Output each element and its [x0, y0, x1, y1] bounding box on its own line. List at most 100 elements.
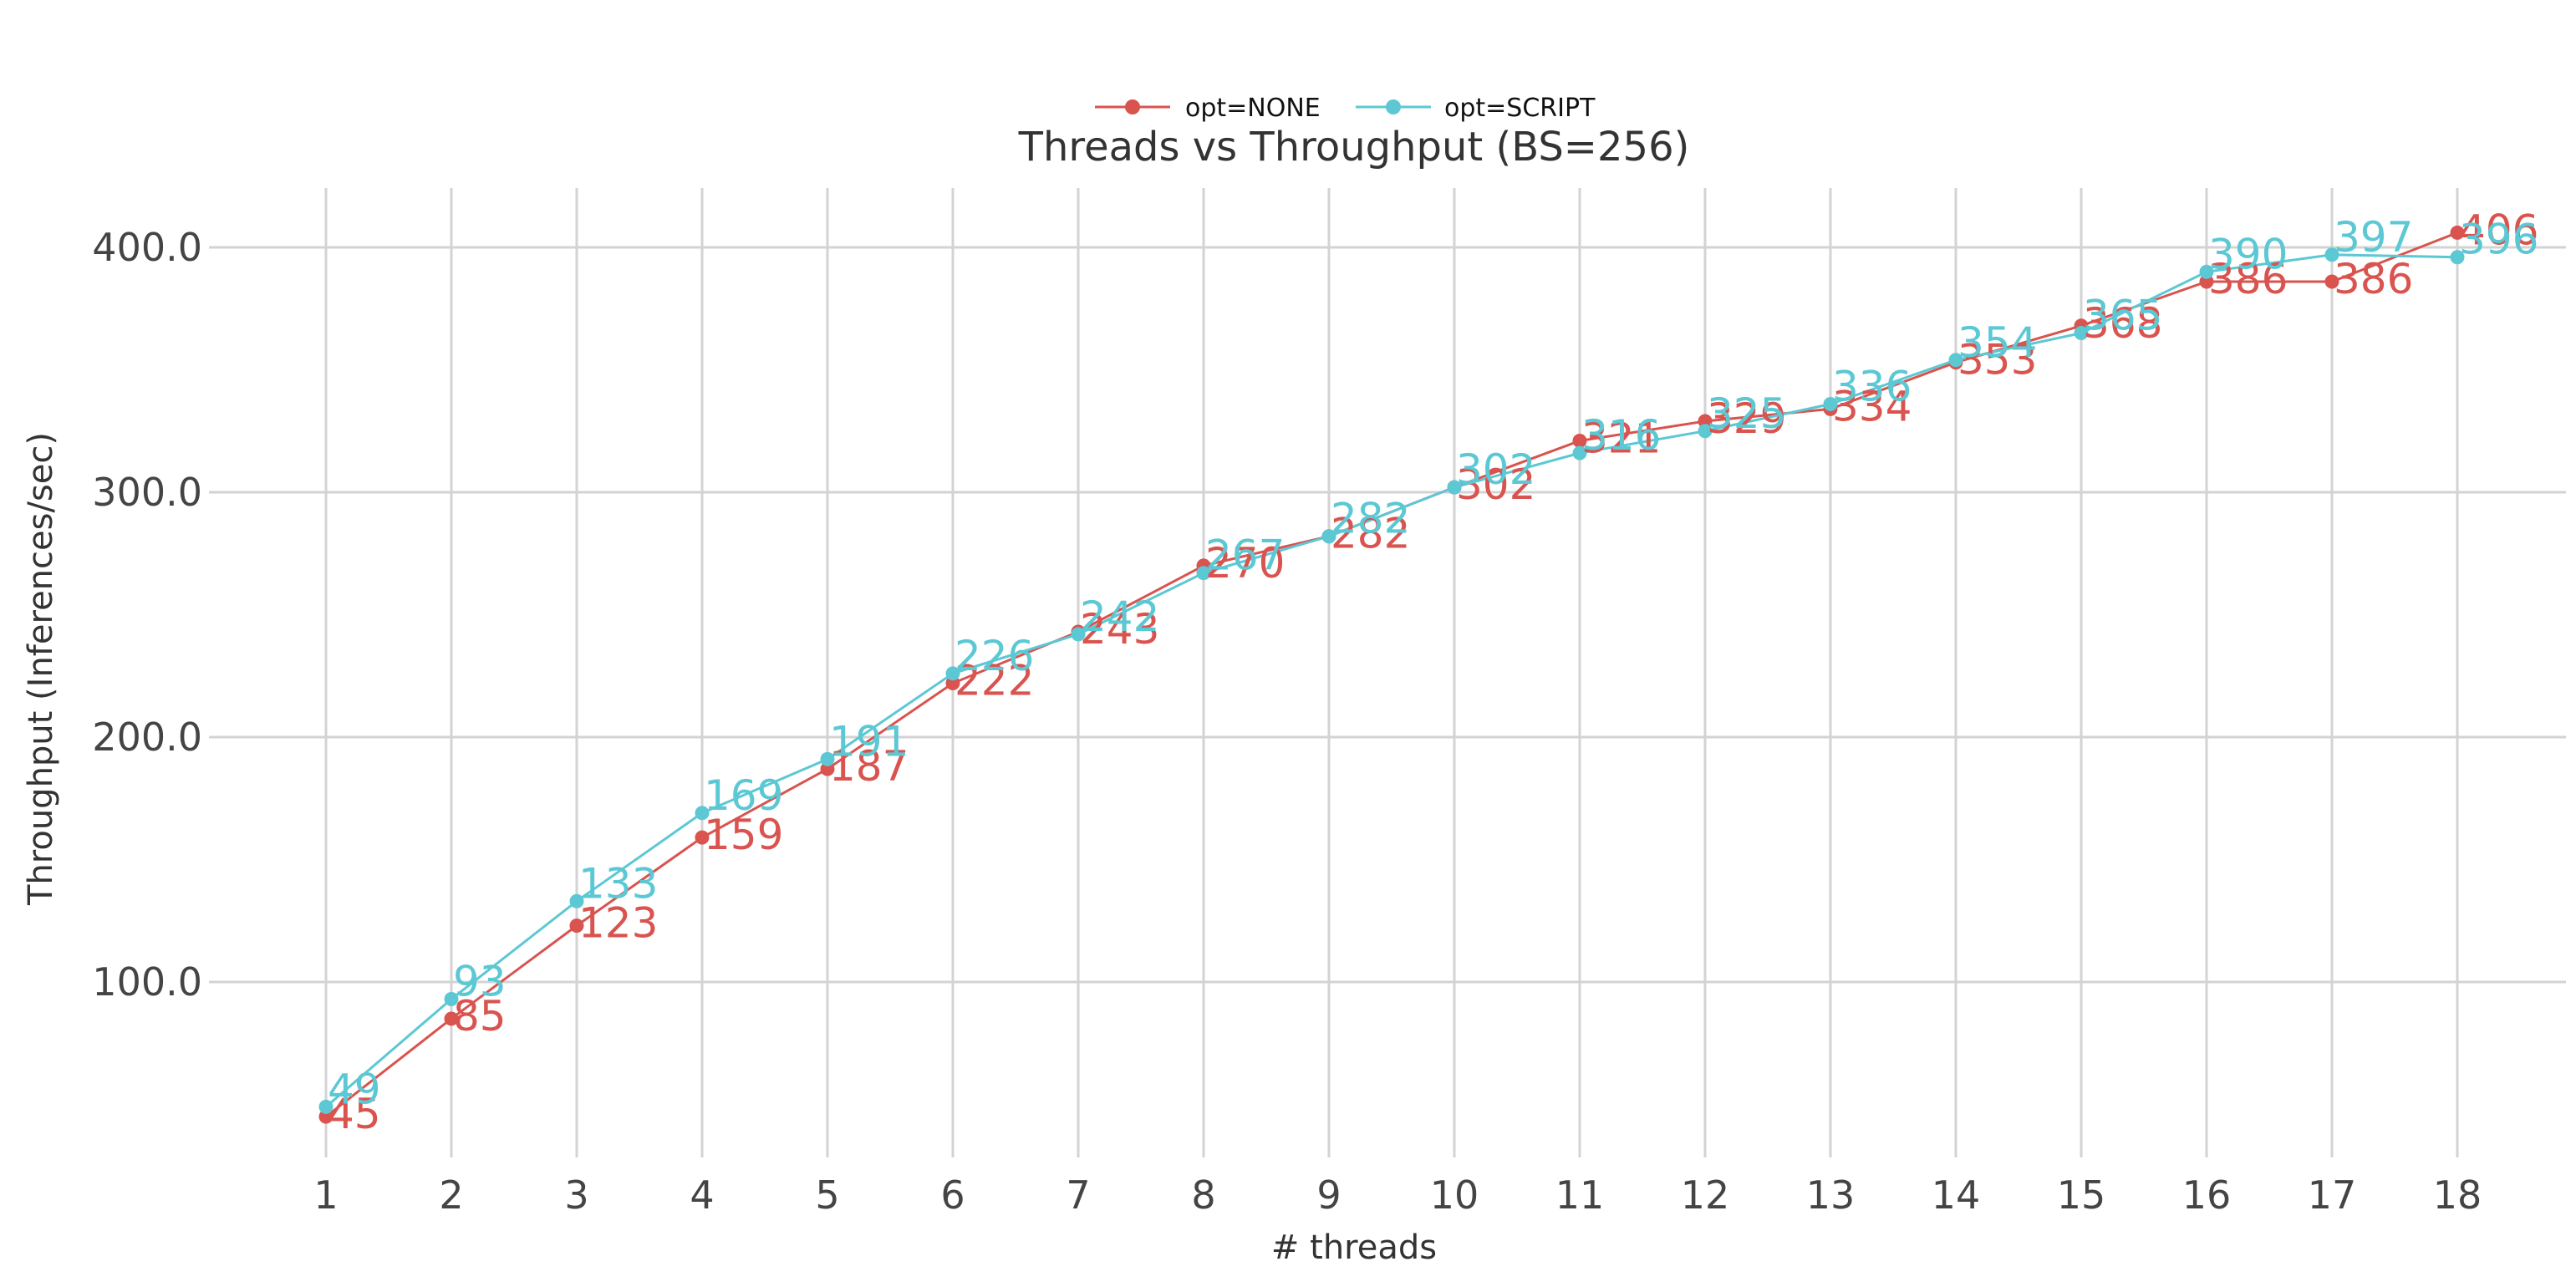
data-label-opt-script: 365 — [2083, 292, 2162, 340]
data-point-opt-none — [695, 830, 710, 845]
data-label-opt-script: 133 — [578, 859, 658, 908]
data-label-opt-script: 191 — [829, 717, 909, 766]
tick-labels: 1 2 3 4 5 6 7 8 9 10 11 12 13 14 15 16 17 18100.0200.0300… — [92, 225, 2482, 1218]
x-tick-label: 7 — [1066, 1173, 1090, 1218]
data-point-opt-none — [1698, 414, 1713, 429]
data-point-opt-script — [1823, 397, 1838, 412]
data-label-opt-none: 123 — [578, 899, 658, 948]
data-point-opt-script — [318, 1099, 333, 1114]
legend: opt=NONE opt=SCRIPT — [1095, 94, 1596, 123]
data-label-opt-none: 368 — [2083, 299, 2162, 348]
x-tick-label: 8 — [1191, 1173, 1215, 1218]
grid — [209, 188, 2566, 1157]
x-tick-label: 1 — [313, 1173, 338, 1218]
data-label-opt-none: 406 — [2459, 206, 2538, 254]
data-label-opt-none: 321 — [1581, 414, 1661, 462]
data-point-opt-script — [569, 893, 584, 908]
data-point-opt-none — [318, 1109, 333, 1124]
data-point-opt-script — [820, 751, 835, 766]
data-label-opt-none: 353 — [1957, 336, 2037, 384]
data-label-opt-script: 169 — [704, 771, 783, 820]
data-point-opt-none — [2324, 274, 2339, 289]
x-tick-label: 3 — [564, 1173, 588, 1218]
x-tick-label: 2 — [439, 1173, 463, 1218]
data-point-opt-none — [569, 918, 584, 933]
series-line-opt-script — [325, 253, 2458, 1108]
series-line-opt-none — [325, 231, 2458, 1118]
data-point-opt-script — [1071, 627, 1086, 642]
x-tick-label: 14 — [1932, 1173, 1981, 1218]
chart-title: Threads vs Throughput (BS=256) — [1018, 124, 1690, 170]
y-tick-label: 100.0 — [92, 959, 202, 1005]
y-tick-label: 300.0 — [92, 470, 202, 515]
x-tick-label: 10 — [1430, 1173, 1479, 1218]
data-label-opt-none: 45 — [328, 1090, 381, 1138]
data-label-opt-none: 329 — [1707, 394, 1786, 443]
data-label-opt-script: 282 — [1331, 495, 1410, 543]
data-label-opt-none: 222 — [955, 657, 1034, 705]
legend-swatch-marker-none — [1125, 99, 1140, 114]
x-tick-label: 11 — [1555, 1173, 1605, 1218]
data-label-opt-script: 242 — [1080, 593, 1159, 641]
data-point-opt-script — [1447, 480, 1462, 495]
data-label-opt-none: 386 — [2208, 255, 2288, 303]
data-point-opt-script — [1698, 424, 1713, 439]
x-tick-label: 16 — [2182, 1173, 2232, 1218]
data-point-opt-script — [1572, 445, 1587, 460]
data-label-opt-none: 85 — [453, 992, 507, 1040]
data-label-opt-script: 396 — [2459, 216, 2538, 264]
data-point-opt-none — [2199, 274, 2214, 289]
data-label-opt-none: 187 — [829, 742, 909, 791]
data-label-opt-script: 336 — [1832, 363, 1912, 411]
data-point-opt-none — [444, 1011, 459, 1026]
data-point-opt-script — [2450, 250, 2465, 265]
data-point-opt-script — [1196, 566, 1211, 581]
data-point-opt-script — [2324, 247, 2339, 262]
data-label-opt-script: 226 — [955, 632, 1034, 680]
data-point-opt-script — [2074, 326, 2089, 341]
data-label-opt-none: 243 — [1080, 605, 1159, 654]
data-point-opt-script — [1321, 529, 1336, 544]
data-point-opt-none — [2450, 225, 2465, 240]
data-label-opt-script: 93 — [453, 958, 507, 1006]
data-label-opt-script: 49 — [328, 1065, 381, 1113]
data-point-opt-script — [695, 806, 710, 821]
data-label-opt-script: 397 — [2334, 213, 2413, 262]
legend-label-script: opt=SCRIPT — [1444, 94, 1596, 123]
data-point-opt-none — [1572, 433, 1587, 448]
data-label-opt-none: 386 — [2334, 255, 2413, 303]
x-tick-label: 15 — [2057, 1173, 2106, 1218]
data-point-opt-script — [945, 666, 960, 681]
y-tick-label: 200.0 — [92, 715, 202, 760]
data-label-opt-script: 267 — [1205, 532, 1285, 580]
x-tick-label: 17 — [2308, 1173, 2357, 1218]
y-axis-title: Throughput (Inferences/sec) — [22, 432, 60, 906]
x-tick-label: 9 — [1316, 1173, 1341, 1218]
data-label-opt-none: 334 — [1832, 382, 1912, 430]
data-point-opt-script — [1948, 353, 1963, 368]
x-tick-label: 5 — [815, 1173, 839, 1218]
data-label-opt-none: 270 — [1205, 539, 1285, 588]
x-tick-label: 6 — [940, 1173, 965, 1218]
data-label-opt-script: 354 — [1957, 318, 2037, 367]
x-axis-title: # threads — [1271, 1228, 1437, 1267]
series-layer — [318, 225, 2465, 1124]
x-tick-label: 12 — [1681, 1173, 1730, 1218]
data-label-opt-script: 302 — [1456, 445, 1535, 494]
x-tick-label: 4 — [690, 1173, 714, 1218]
data-label-opt-none: 282 — [1331, 510, 1410, 558]
legend-label-none: opt=NONE — [1185, 94, 1321, 123]
x-tick-label: 13 — [1806, 1173, 1856, 1218]
x-tick-label: 18 — [2433, 1173, 2482, 1218]
data-point-opt-none — [945, 676, 960, 691]
y-tick-label: 400.0 — [92, 225, 202, 270]
data-label-opt-script: 316 — [1581, 411, 1661, 460]
legend-swatch-marker-script — [1386, 99, 1401, 114]
data-point-opt-script — [2199, 264, 2214, 279]
data-labels: 45 85 123 159 187 222 243 270 282 302 321 329 334 353… — [328, 206, 2538, 1138]
data-point-opt-script — [444, 992, 459, 1007]
data-label-opt-none: 302 — [1456, 460, 1535, 509]
data-point-opt-none — [820, 761, 835, 776]
